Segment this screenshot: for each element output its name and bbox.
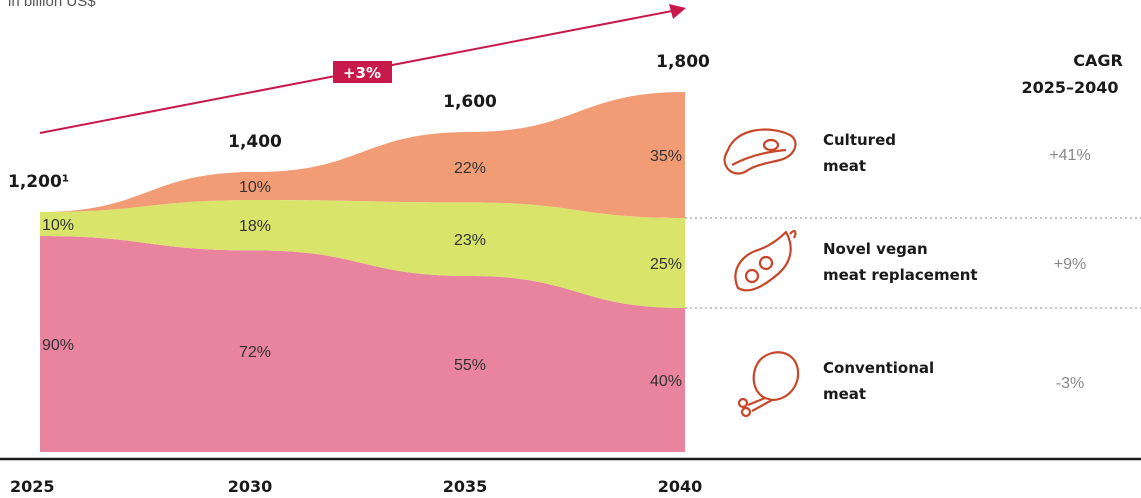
cagr-values: +41% +9% -3% bbox=[1049, 147, 1090, 392]
share-label: 23% bbox=[454, 232, 486, 249]
share-labels: 90% 72% 55% 40% 10% 18% 23% 25% 10% 22% 35% bbox=[42, 148, 682, 390]
legend-label: Conventional meat bbox=[823, 359, 934, 403]
cagr-header-line1: CAGR bbox=[1073, 51, 1123, 70]
x-tick-label: 2025 bbox=[10, 477, 55, 496]
share-label: 22% bbox=[454, 160, 486, 177]
share-label: 55% bbox=[454, 357, 486, 374]
share-label: 72% bbox=[239, 344, 271, 361]
total-label: 1,200¹ bbox=[8, 172, 69, 192]
x-tick-label: 2030 bbox=[228, 477, 273, 496]
share-label: 10% bbox=[42, 217, 74, 234]
cagr-value: +41% bbox=[1049, 147, 1090, 164]
pea-pod-icon bbox=[734, 229, 797, 292]
share-label: 10% bbox=[239, 179, 271, 196]
x-tick-label: 2035 bbox=[443, 477, 488, 496]
growth-arrow-head bbox=[669, 4, 686, 19]
share-label: 18% bbox=[239, 218, 271, 235]
share-label: 90% bbox=[42, 337, 74, 354]
growth-badge bbox=[333, 61, 392, 83]
area-cultured-meat bbox=[40, 92, 685, 218]
cagr-header-line2: 2025–2040 bbox=[1021, 78, 1118, 97]
total-label: 1,400 bbox=[228, 132, 282, 152]
area-novel-vegan-meat-replacement bbox=[40, 200, 685, 308]
cagr-value: +9% bbox=[1054, 256, 1086, 273]
share-label: 35% bbox=[650, 148, 682, 165]
total-labels: 1,200¹ 1,400 1,600 1,800 bbox=[8, 52, 710, 192]
legend-dividers bbox=[685, 217, 1141, 309]
cagr-value: -3% bbox=[1056, 375, 1084, 392]
area-conventional-meat bbox=[40, 236, 685, 452]
total-label: 1,600 bbox=[443, 92, 497, 112]
legend: Cultured meat Novel vegan meat replacement C… bbox=[823, 131, 978, 403]
legend-label: Cultured meat bbox=[823, 131, 896, 175]
share-label: 40% bbox=[650, 373, 682, 390]
x-tick-label: 2040 bbox=[658, 477, 703, 496]
share-label: 25% bbox=[650, 256, 682, 273]
area-layers bbox=[40, 92, 685, 452]
growth-badge-label: +3% bbox=[343, 64, 381, 82]
legend-label: Novel vegan meat replacement bbox=[823, 240, 978, 284]
total-label: 1,800 bbox=[656, 52, 710, 72]
unit-label: in billion US$ bbox=[8, 0, 96, 10]
chicken-leg-icon bbox=[737, 351, 800, 418]
x-axis-labels: 2025 2030 2035 2040 bbox=[10, 477, 702, 496]
steak-icon bbox=[723, 128, 797, 175]
